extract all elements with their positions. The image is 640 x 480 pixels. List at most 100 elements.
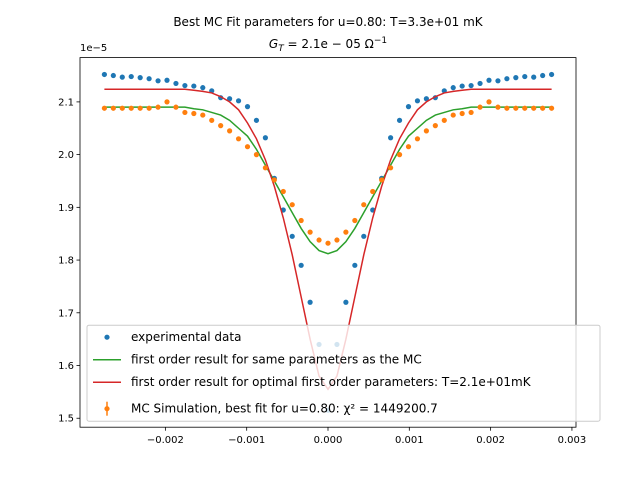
errorbar-point	[155, 104, 161, 110]
errorbar-point	[137, 105, 143, 111]
errorbar-point	[307, 229, 313, 235]
errorbar-point	[468, 109, 474, 116]
data-point	[191, 83, 197, 89]
legend-swatch	[104, 334, 110, 340]
data-point	[423, 96, 429, 102]
errorbar-point	[549, 105, 555, 111]
data-point	[227, 96, 233, 102]
errorbar-point	[325, 240, 331, 246]
data-point	[396, 117, 403, 123]
subtitle-sub: T	[278, 44, 285, 54]
x-tick-label: −0.002	[147, 435, 184, 446]
errorbar-point	[182, 109, 188, 116]
y-offset-label: 1e−5	[80, 43, 107, 54]
errorbar-point	[200, 112, 206, 118]
errorbar-point	[253, 152, 260, 158]
legend-label: first order result for same parameters a…	[131, 353, 422, 367]
errorbar-point	[209, 117, 215, 123]
errorbar-point	[432, 123, 438, 129]
data-point	[504, 76, 510, 82]
data-point	[110, 72, 116, 79]
legend-box	[86, 324, 601, 422]
subtitle-rest: = 2.1e − 05 Ω	[284, 37, 374, 51]
data-point	[253, 117, 260, 123]
y-tick-label: 1.5	[58, 414, 74, 425]
data-point	[137, 75, 143, 81]
x-tick-label: −0.001	[228, 435, 265, 446]
subtitle-main: G	[269, 37, 278, 51]
errorbar-point	[235, 136, 242, 142]
errorbar-point	[191, 110, 197, 117]
errorbar-point	[289, 202, 295, 208]
errorbar-point	[441, 117, 447, 123]
errorbar-point	[164, 99, 170, 105]
y-tick-label: 1.6	[58, 361, 74, 372]
errorbar-point	[477, 104, 483, 110]
data-point	[540, 72, 546, 79]
errorbar-point	[459, 110, 465, 117]
errorbar-point	[271, 177, 277, 183]
errorbar-point	[423, 128, 429, 134]
data-point	[146, 76, 152, 82]
data-point	[235, 98, 242, 104]
data-point	[450, 85, 456, 91]
subtitle-sup: −1	[374, 36, 387, 46]
errorbar-point	[119, 105, 125, 111]
legend-label: MC Simulation, best fit for u=0.80: χ² =…	[131, 402, 438, 416]
errorbar-point	[128, 105, 134, 111]
chart-subtitle: GT = 2.1e − 05 Ω−1	[269, 36, 387, 54]
data-point	[531, 74, 537, 80]
data-point	[173, 80, 179, 87]
errorbar-point	[370, 188, 376, 195]
errorbar-point	[522, 105, 528, 111]
data-point	[405, 104, 412, 110]
data-point	[244, 104, 251, 110]
data-point	[343, 299, 349, 305]
data-point	[513, 75, 519, 81]
y-tick-label: 1.7	[58, 308, 74, 319]
chart-title: Best MC Fit parameters for u=0.80: T=3.3…	[173, 15, 483, 29]
errorbar-point	[388, 165, 394, 171]
data-point	[164, 77, 170, 83]
data-point	[549, 71, 555, 78]
errorbar-point	[540, 105, 546, 111]
errorbar-point	[110, 105, 116, 111]
data-point	[200, 85, 206, 91]
y-tick-label: 2.0	[58, 150, 74, 161]
errorbar-point	[101, 105, 107, 111]
y-tick-label: 1.9	[58, 203, 74, 214]
legend-label: experimental data	[131, 330, 241, 344]
data-point	[289, 233, 295, 239]
errorbar-point	[396, 152, 403, 158]
x-tick-label: 0.002	[476, 435, 505, 446]
data-point	[307, 299, 313, 305]
legend-swatch	[104, 406, 110, 412]
errorbar-point	[352, 217, 358, 224]
y-tick-label: 1.8	[58, 256, 74, 267]
data-point	[495, 78, 501, 84]
errorbar-point	[218, 123, 224, 129]
errorbar-point	[146, 105, 152, 111]
x-tick-label: 0.000	[314, 435, 343, 446]
data-point	[298, 262, 304, 268]
errorbar-point	[379, 177, 385, 183]
errorbar-point	[298, 217, 304, 224]
data-point	[262, 135, 268, 141]
data-point	[101, 71, 107, 78]
data-point	[182, 82, 188, 89]
errorbar-point	[405, 144, 412, 150]
errorbar-point	[227, 128, 233, 134]
errorbar-point	[262, 165, 268, 171]
errorbar-point	[495, 104, 501, 110]
x-tick-label: 0.001	[395, 435, 424, 446]
data-point	[477, 80, 483, 87]
errorbar-point	[486, 99, 492, 105]
y-tick-label: 2.1	[58, 97, 74, 108]
data-point	[459, 83, 465, 89]
errorbar-point	[173, 104, 179, 110]
legend: experimental data first order result for …	[86, 324, 601, 422]
x-tick-label: 0.003	[558, 435, 587, 446]
data-point	[468, 82, 474, 89]
errorbar-point	[316, 237, 322, 243]
